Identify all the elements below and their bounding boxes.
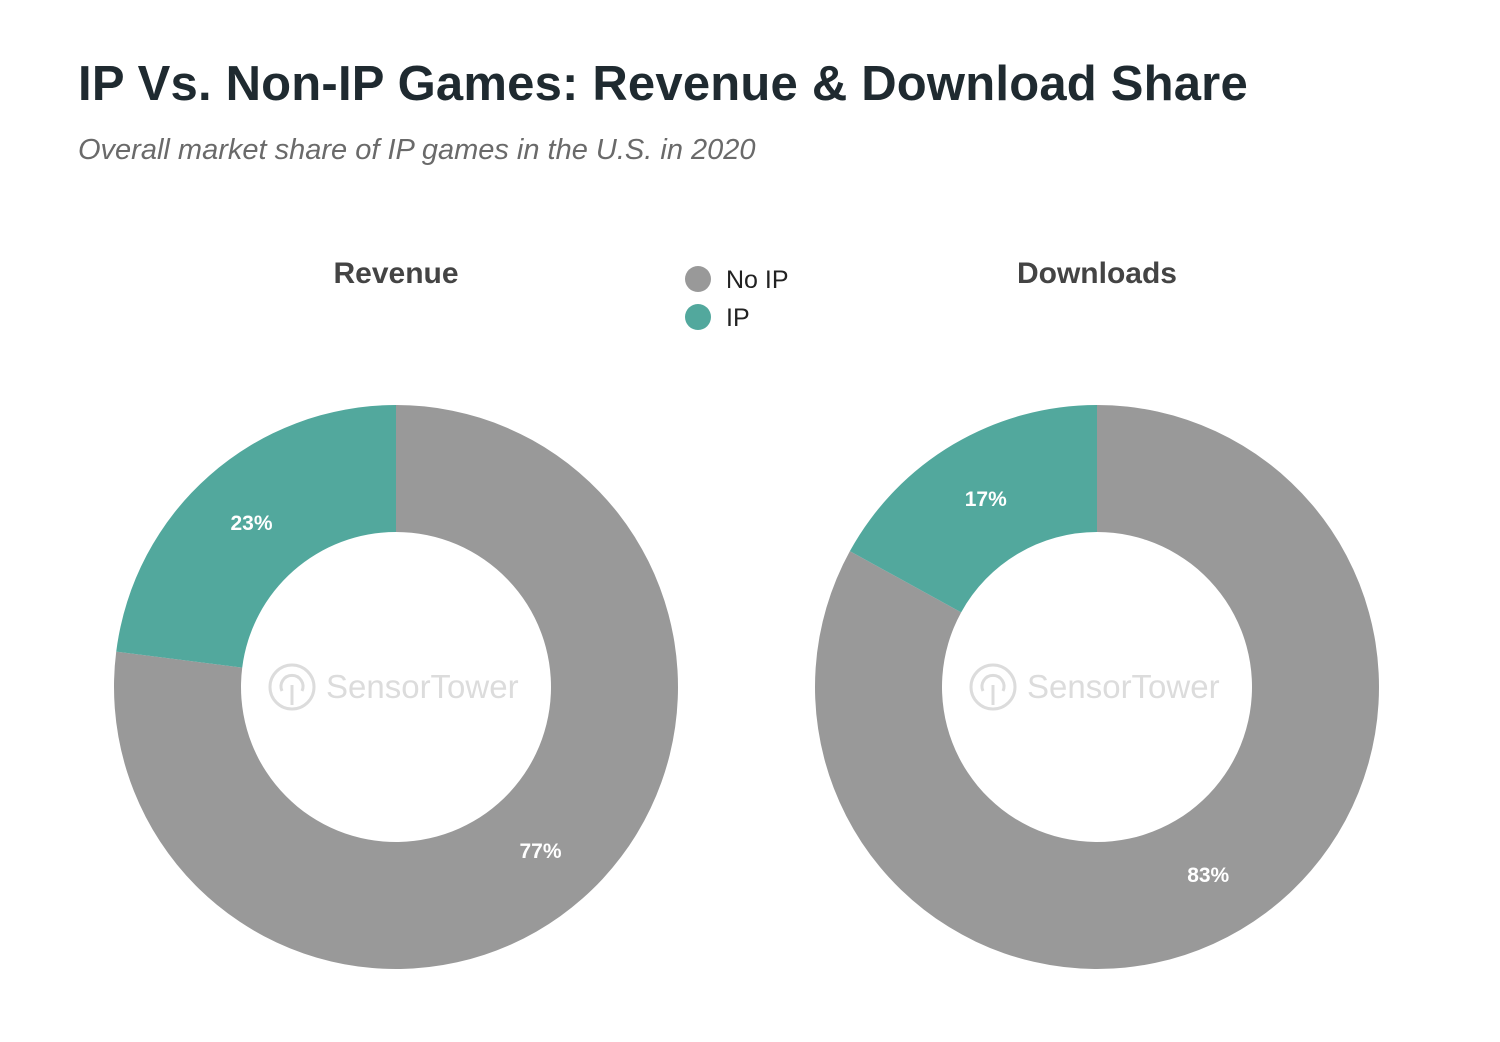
downloads-panel-title: Downloads	[1017, 257, 1177, 290]
sensortower-logo-arc	[279, 673, 305, 692]
legend: No IP IP	[685, 266, 789, 332]
sensortower-logo-icon	[268, 663, 316, 711]
legend-label-no-ip: No IP	[726, 266, 789, 294]
sensortower-watermark: SensorTower	[969, 663, 1220, 711]
revenue-donut: 77% 23% SensorTower	[113, 405, 678, 970]
legend-swatch-ip	[685, 304, 711, 330]
downloads-slice-no-ip	[815, 405, 1379, 969]
chart-title: IP Vs. Non-IP Games: Revenue & Download …	[78, 57, 1248, 111]
downloads-slice-label-ip: 17%	[965, 488, 1007, 511]
downloads-slice-ip	[849, 405, 1097, 613]
sensortower-watermark-text: SensorTower	[1027, 668, 1220, 705]
sensortower-watermark-text: SensorTower	[326, 668, 519, 705]
revenue-slice-no-ip	[113, 405, 678, 970]
legend-swatch-no-ip	[685, 266, 711, 292]
revenue-slice-label-ip: 23%	[230, 512, 272, 535]
sensortower-logo-icon	[969, 663, 1017, 711]
legend-label-ip: IP	[726, 304, 750, 332]
chart-subtitle: Overall market share of IP games in the …	[78, 134, 756, 166]
revenue-panel-title: Revenue	[333, 257, 458, 290]
revenue-slice-label-no-ip: 77%	[519, 840, 561, 863]
downloads-donut: 83% 17% SensorTower	[815, 405, 1379, 969]
sensortower-logo-arc	[980, 673, 1006, 692]
downloads-slice-label-no-ip: 83%	[1187, 864, 1229, 887]
revenue-slice-ip	[116, 405, 396, 668]
sensortower-watermark: SensorTower	[268, 663, 519, 711]
